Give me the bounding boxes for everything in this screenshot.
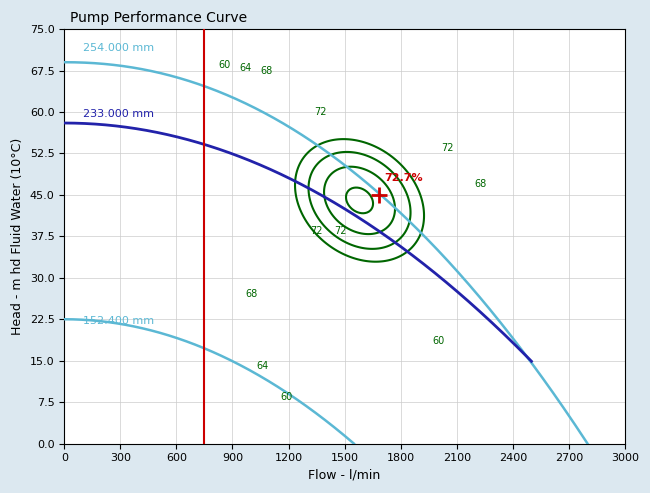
- X-axis label: Flow - l/min: Flow - l/min: [309, 469, 381, 482]
- Y-axis label: Head - m hd Fluid Water (10°C): Head - m hd Fluid Water (10°C): [11, 138, 24, 335]
- Text: 72: 72: [310, 226, 323, 236]
- Text: 60: 60: [281, 391, 292, 402]
- Text: 72: 72: [335, 226, 347, 236]
- Text: 64: 64: [256, 361, 268, 371]
- Text: 64: 64: [239, 63, 252, 73]
- Text: 68: 68: [260, 66, 272, 75]
- Text: 72: 72: [441, 143, 454, 153]
- Text: 68: 68: [475, 179, 487, 189]
- Text: 60: 60: [219, 60, 231, 70]
- Text: 254.000 mm: 254.000 mm: [83, 43, 154, 53]
- Text: 60: 60: [432, 336, 444, 347]
- Text: Pump Performance Curve: Pump Performance Curve: [70, 11, 247, 25]
- Text: 233.000 mm: 233.000 mm: [83, 109, 154, 119]
- Text: 68: 68: [245, 289, 257, 299]
- Text: 152.400 mm: 152.400 mm: [83, 317, 154, 326]
- Text: 72: 72: [314, 107, 326, 117]
- Text: 72.7%: 72.7%: [384, 173, 423, 183]
